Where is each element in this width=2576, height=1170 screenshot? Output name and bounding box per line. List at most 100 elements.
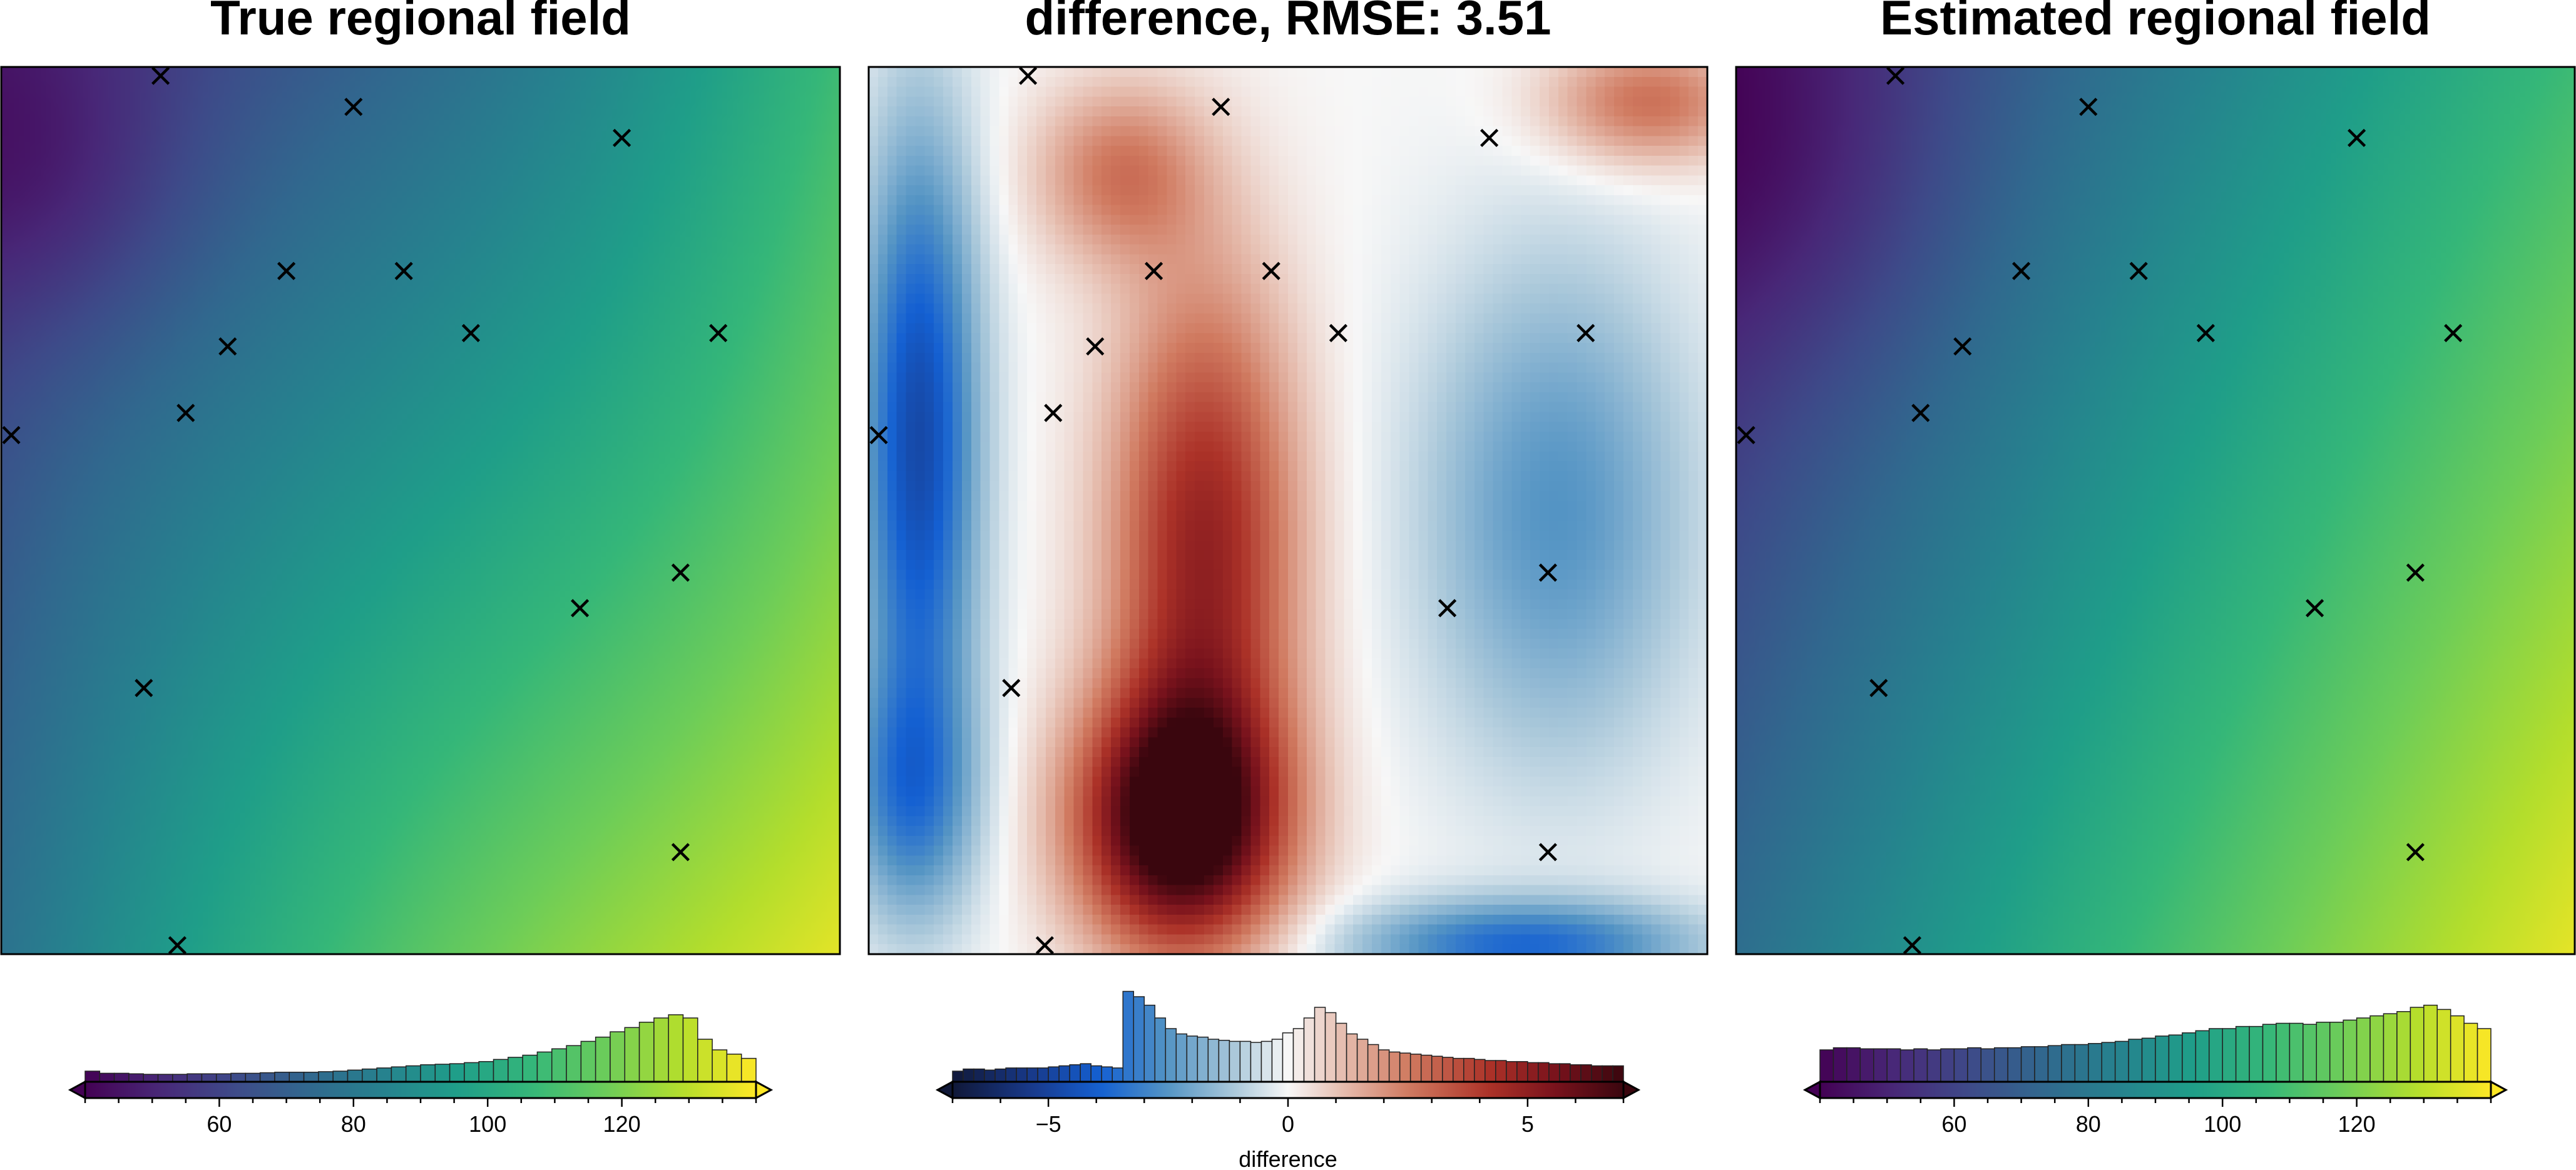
colorbar-tick-label: 80	[2076, 1111, 2101, 1137]
histogram-bar	[1058, 1065, 1070, 1082]
histogram-bar	[1165, 1028, 1177, 1082]
colorbar-tick-label: 100	[469, 1111, 506, 1137]
histogram-bar	[1559, 1063, 1571, 1082]
histogram-bar	[289, 1071, 305, 1082]
sample-marker	[1737, 425, 1756, 445]
histogram-true	[84, 1014, 757, 1082]
colorbar-difference: −5 0 5	[935, 1080, 1641, 1137]
sample-marker	[218, 337, 237, 356]
histogram-bar	[1133, 996, 1145, 1082]
histogram-bar	[595, 1036, 611, 1082]
histogram-bar	[1993, 1047, 2008, 1082]
histogram-bar	[362, 1068, 377, 1082]
histogram-bar	[682, 1017, 698, 1082]
histogram-bar	[2047, 1045, 2062, 1082]
histogram-bar	[113, 1072, 130, 1082]
histogram-bar	[1143, 1004, 1156, 1082]
histogram-bar	[2329, 1022, 2344, 1082]
histogram-bar	[1303, 1017, 1316, 1082]
colorbar-tick-label: 120	[2338, 1111, 2376, 1137]
histogram-bar	[1335, 1022, 1347, 1082]
histogram-bar	[1495, 1060, 1507, 1082]
histogram-bar	[2209, 1028, 2223, 1082]
histogram-bar	[1122, 990, 1135, 1082]
sample-marker	[2348, 128, 2366, 148]
sample-marker	[1044, 404, 1063, 422]
sample-marker	[671, 843, 690, 862]
histogram-bar	[1463, 1057, 1475, 1082]
sample-markers-estimated	[1737, 66, 2463, 955]
sample-marker	[461, 323, 480, 342]
histogram-bar	[610, 1031, 626, 1082]
histogram-bar	[405, 1065, 421, 1082]
sample-marker	[1212, 98, 1230, 116]
colorbar-label-difference: difference	[1239, 1146, 1337, 1170]
histogram-bar	[2195, 1030, 2210, 1082]
histogram-bar	[726, 1054, 742, 1082]
sample-marker	[1903, 936, 1921, 955]
sample-marker	[571, 599, 590, 618]
histogram-bar	[740, 1057, 757, 1082]
histogram-bar	[157, 1074, 173, 1082]
histogram-bar	[1080, 1063, 1091, 1082]
panel-true-field: True regional field 60 80 100 120	[0, 0, 841, 1137]
histogram-bar	[1101, 1066, 1113, 1082]
histogram-bar	[1388, 1051, 1401, 1082]
histogram-bar	[712, 1049, 728, 1082]
panel-difference: difference, RMSE: 3.51 −5 0 5 difference	[867, 0, 1709, 1170]
histogram-bar	[1873, 1048, 1888, 1082]
colorbar-tick-label: 5	[1521, 1111, 1534, 1137]
histogram-bar	[128, 1073, 144, 1082]
sample-markers-true	[2, 66, 728, 955]
colorbar-tick-label: 80	[341, 1111, 366, 1137]
histogram-bar	[1819, 1049, 1834, 1082]
histogram-bar	[2222, 1028, 2237, 1082]
histogram-bar	[1324, 1012, 1337, 1082]
colorbar-gradient	[951, 1081, 1625, 1099]
histogram-bar	[1538, 1062, 1550, 1082]
histogram-bar	[2128, 1039, 2143, 1082]
histogram-bar	[1452, 1057, 1464, 1082]
sample-marker	[2012, 262, 2031, 280]
sample-marker	[168, 936, 187, 955]
histogram-bar	[508, 1057, 523, 1082]
histogram-bar	[653, 1017, 669, 1082]
sample-marker	[869, 425, 888, 445]
histogram-bar	[1016, 1067, 1028, 1082]
histogram-bar	[2303, 1024, 2318, 1082]
histogram-bar	[2262, 1024, 2277, 1082]
colorbar-extend-high	[2490, 1080, 2508, 1100]
histogram-bar	[318, 1071, 334, 1082]
histogram-bar	[2061, 1044, 2076, 1082]
histogram-bar	[1367, 1044, 1379, 1082]
colorbar-tick-label: 0	[1282, 1111, 1294, 1137]
histogram-estimated	[1819, 1004, 2492, 1082]
histogram-bar	[1399, 1052, 1411, 1082]
sample-marker	[135, 679, 153, 698]
sample-marker	[277, 262, 296, 280]
histogram-bar	[1069, 1064, 1081, 1082]
histogram-bar	[99, 1072, 115, 1082]
sample-marker	[1480, 128, 1499, 148]
sample-marker	[1538, 843, 1557, 862]
histogram-bar	[1940, 1048, 1955, 1082]
panel-title-true: True regional field	[210, 0, 631, 45]
histogram-bar	[2114, 1040, 2129, 1082]
sample-marker	[1035, 936, 1054, 955]
histogram-bar	[1207, 1039, 1220, 1082]
colorbar-gradient	[1819, 1081, 2492, 1099]
histogram-bar	[1570, 1064, 1582, 1082]
histogram-bar	[2168, 1034, 2183, 1082]
histogram-bar	[2450, 1015, 2465, 1082]
sample-marker	[176, 404, 195, 422]
histogram-bar	[2410, 1007, 2425, 1082]
histogram-bar	[1377, 1049, 1390, 1082]
histogram-bar	[1250, 1042, 1262, 1082]
colorbar-extend-low	[935, 1080, 954, 1100]
histogram-bar	[259, 1072, 275, 1082]
histogram-bar	[1005, 1067, 1017, 1082]
sample-marker	[1886, 66, 1905, 85]
sample-marker	[2, 425, 21, 445]
histogram-bar	[1926, 1049, 1941, 1082]
histogram-bar	[1591, 1065, 1603, 1082]
